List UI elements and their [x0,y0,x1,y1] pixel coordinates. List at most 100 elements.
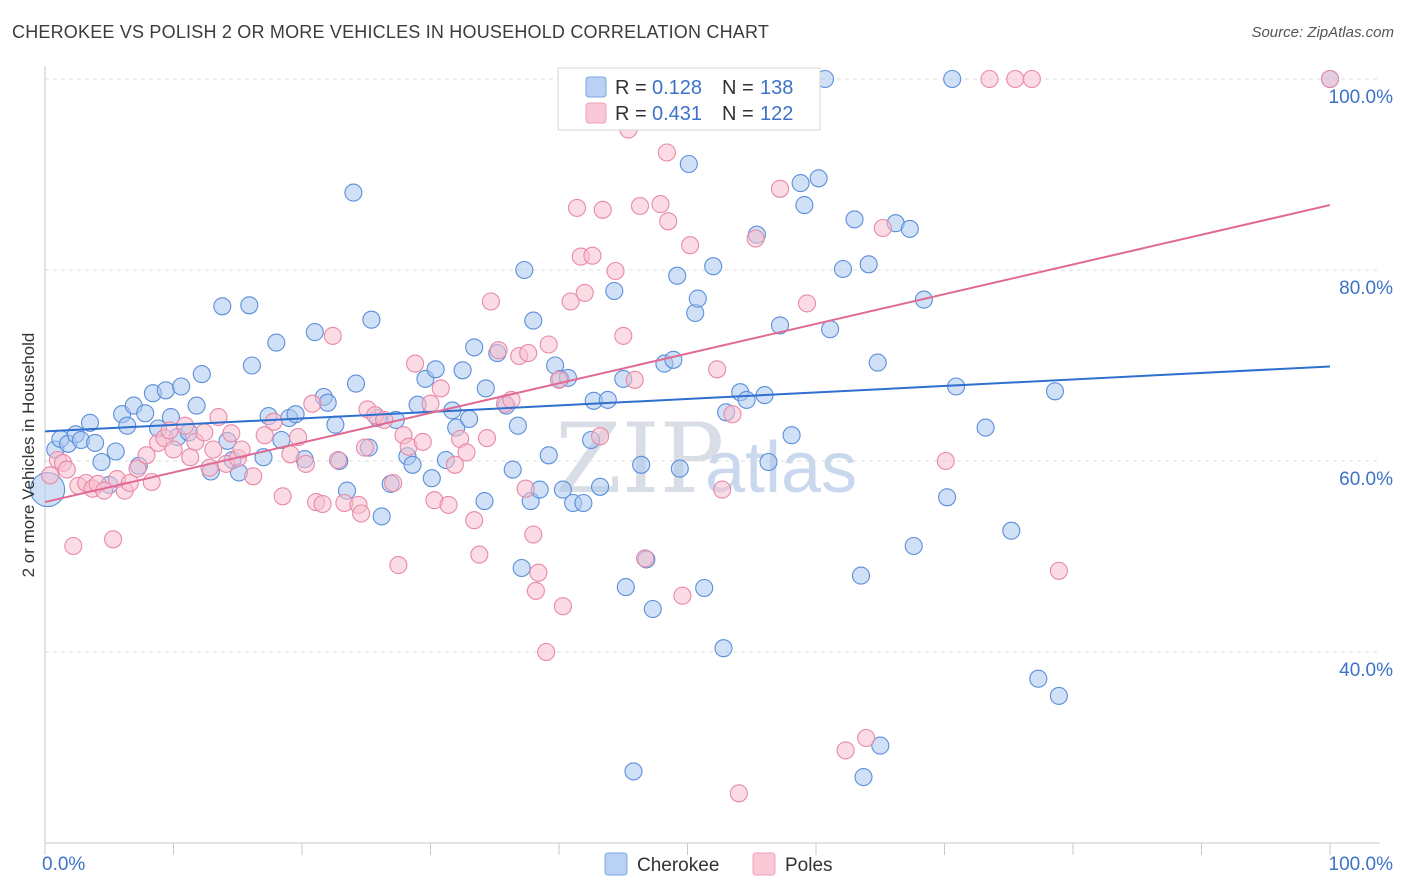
cherokee-point-121 [854,768,873,787]
poles-point-85 [583,246,602,265]
cherokee-point-90 [624,762,643,781]
poles-point-26 [204,440,223,459]
cherokee-point-72 [515,260,534,280]
cherokee-point-65 [475,492,494,511]
legend-swatch-poles [752,852,776,876]
poles-point-72 [516,479,535,498]
poles-point-20 [164,440,183,459]
cherokee-point-101 [695,578,714,598]
poles-point-91 [625,370,644,389]
cherokee-point-6 [80,413,100,432]
poles-point-78 [539,335,558,354]
cherokee-point-113 [795,196,814,215]
poles-point-103 [723,405,742,424]
stats-r-value-cherokee: 0.128 [652,77,702,99]
stats-legend-swatch-poles [585,102,607,124]
cherokee-point-12 [118,416,137,435]
cherokee-point-126 [900,219,919,238]
cherokee-point-119 [845,210,864,229]
cherokee-point-109 [759,452,778,472]
cherokee-point-63 [460,409,479,429]
poles-point-117 [1320,69,1340,89]
poles-point-111 [873,218,892,238]
cherokee-point-118 [833,259,853,279]
poles-point-57 [421,394,440,413]
y-tick-label-80: 80.0% [1339,278,1393,299]
poles-point-42 [323,326,342,345]
y-tick-label-100: 100.0% [1329,87,1394,108]
cherokee-point-130 [943,69,962,89]
poles-point-75 [526,581,545,600]
cherokee-point-95 [664,350,683,369]
stats-legend: R = 0.128 N = 138 R = 0.431 N = 122 [557,67,821,131]
y-axis-title: 2 or more Vehicles in Household [19,333,38,578]
cherokee-point-18 [156,381,175,400]
poles-point-109 [836,741,855,760]
cherokee-point-7 [86,433,105,452]
cherokee-point-85 [591,477,610,496]
cherokee-point-135 [1045,382,1065,401]
poles-point-76 [529,563,548,582]
watermark-atlas: atlas [705,428,857,508]
cherokee-point-97 [670,459,689,478]
series-legend: Cherokee Poles [604,852,833,876]
cherokee-point-133 [1002,521,1021,540]
cherokee-point-62 [453,361,472,380]
trend-lines [44,204,1331,504]
cherokee-point-79 [553,480,572,499]
cherokee-point-112 [791,174,810,193]
poles-point-36 [281,445,300,464]
cherokee-point-98 [679,154,698,174]
poles-point-47 [355,438,375,457]
poles-point-38 [296,454,315,473]
cherokee-point-129 [938,488,957,507]
cherokee-point-34 [267,333,286,352]
poles-point-52 [389,556,408,575]
cherokee-point-39 [305,323,324,342]
poles-point-27 [209,408,228,427]
cherokee-point-103 [714,639,733,658]
cherokee-point-42 [326,415,345,434]
poles-point-65 [470,545,489,564]
poles-point-34 [264,412,283,431]
cherokee-point-71 [512,558,531,578]
axes [44,66,1380,855]
poles-point-66 [477,429,497,448]
poles-point-79 [549,370,569,389]
poles-point-106 [770,179,790,198]
poles-point-68 [489,341,508,360]
poles-point-21 [176,416,195,435]
poles-point-3 [57,460,76,479]
cherokee-point-69 [503,460,522,479]
poles-point-59 [431,379,450,398]
poles-point-81 [561,292,580,311]
poles-point-114 [1006,69,1025,89]
poles-point-24 [195,423,214,442]
poles-point-35 [273,487,292,506]
poles-point-39 [303,394,322,413]
cherokee-point-91 [632,455,651,474]
stats-legend-swatch-cherokee [585,76,607,98]
poles-point-92 [630,196,650,216]
x-tick-label-100: 100.0% [1329,854,1394,875]
poles-point-108 [797,294,817,313]
cherokee-point-117 [821,320,840,339]
cherokee-point-82 [574,493,593,513]
poles-point-10 [104,530,123,549]
poles-point-98 [681,236,700,255]
cherokee-point-46 [346,374,366,393]
chart-title: CHEROKEE VS POLISH 2 OR MORE VEHICLES IN… [12,22,770,42]
cherokee-point-57 [422,469,441,488]
poles-point-88 [606,261,625,281]
cherokee-point-86 [598,390,617,409]
cherokee-point-102 [704,257,723,276]
poles-point-97 [673,586,692,605]
poles-point-104 [729,784,748,803]
cherokee-point-66 [476,379,495,398]
cherokee-point-48 [362,310,381,329]
poles-point-87 [593,200,612,219]
poles-point-61 [445,455,464,474]
trendline-poles [44,204,1331,504]
cherokee-point-115 [809,169,828,188]
x-tick-label-0: 0.0% [42,854,85,875]
